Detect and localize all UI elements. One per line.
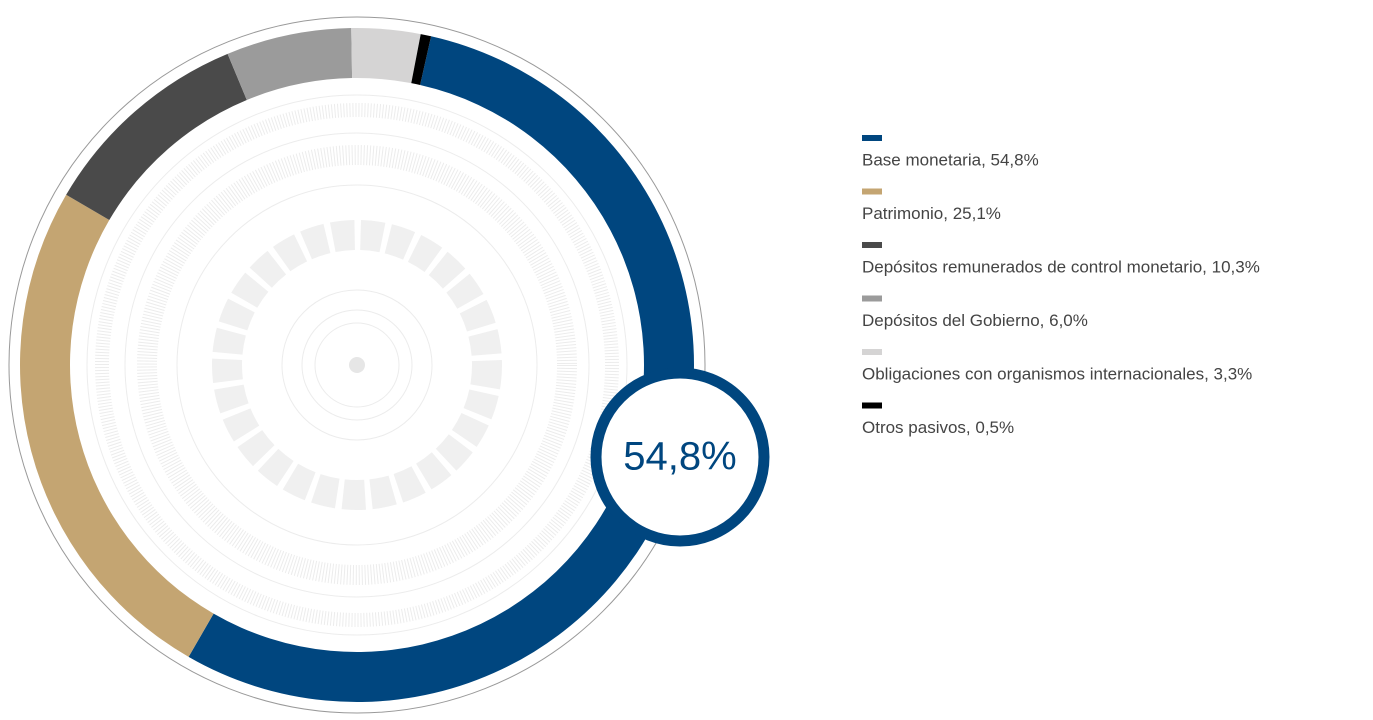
legend-swatch — [862, 135, 882, 141]
legend-label: Depósitos del Gobierno, 6,0% — [862, 311, 1088, 330]
callout-circle — [590, 367, 770, 547]
donut-segment — [411, 34, 432, 86]
center-label: 54,8% — [623, 435, 736, 479]
donut-segment — [188, 36, 694, 702]
legend-label: Otros pasivos, 0,5% — [862, 418, 1014, 437]
legend-label: Depósitos remunerados de control monetar… — [862, 257, 1260, 276]
legend-swatch — [862, 295, 882, 302]
legend-label: Obligaciones con organismos internaciona… — [862, 364, 1252, 383]
donut-segment — [351, 27, 421, 84]
legend-label: Patrimonio, 25,1% — [862, 204, 1001, 223]
donut-segment — [66, 53, 247, 221]
donut-segment — [19, 194, 214, 657]
outer-ring — [8, 16, 706, 714]
legend-swatch — [862, 349, 882, 355]
donut-segment — [227, 28, 353, 101]
legend-swatch — [862, 402, 882, 409]
legend-swatch — [862, 242, 882, 248]
legend-label: Base monetaria, 54,8% — [862, 150, 1039, 169]
rosette — [86, 94, 628, 636]
legend-swatch — [862, 188, 882, 195]
